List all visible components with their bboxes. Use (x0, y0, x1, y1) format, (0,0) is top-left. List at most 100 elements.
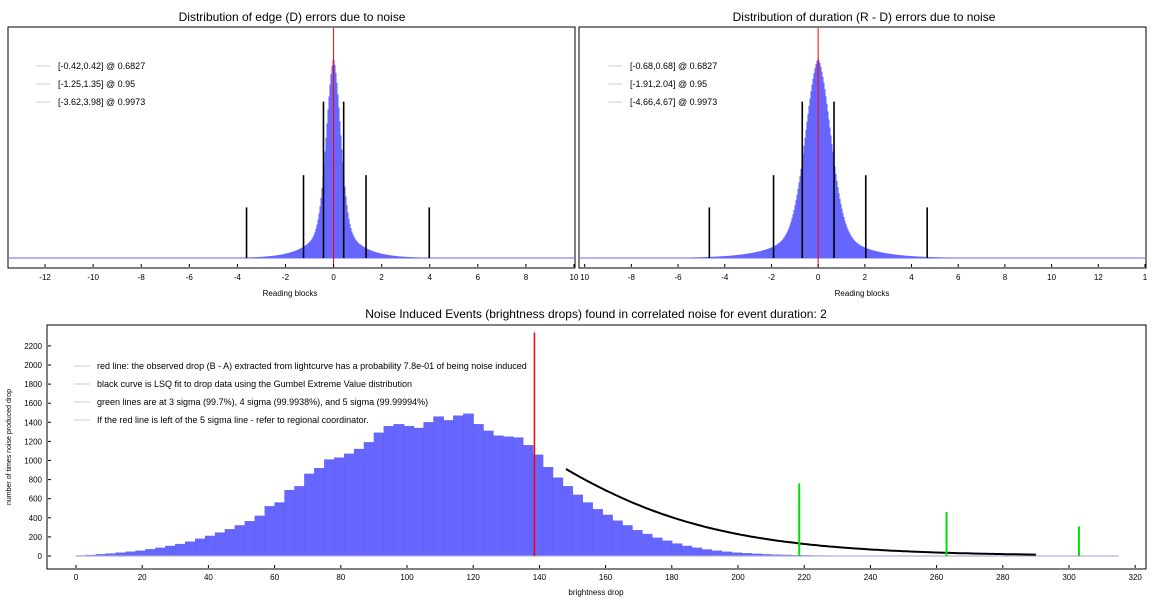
hist-bin (562, 486, 574, 557)
hist-bin (383, 425, 395, 557)
y-tick-label: 1200 (24, 437, 42, 446)
noise-y-ticks: 0 200 400 600 800 1000 1200 1400 1600 1800 2000 220… (24, 342, 51, 561)
y-tick-label: 2200 (24, 342, 42, 351)
edge-legend: [-0.42,0.42] @ 0.6827 [-1.25,1.35] @ 0.9… (36, 61, 145, 107)
hist-bin (492, 435, 504, 557)
x-tick-label: 10 (570, 273, 579, 282)
x-tick-label: -8 (138, 273, 146, 282)
y-tick-label: 800 (29, 476, 43, 485)
x-tick-label: 320 (1129, 573, 1143, 582)
x-tick-label: 300 (1062, 573, 1076, 582)
hist-bin (155, 547, 166, 557)
noise-x-axis-label: brightness drop (568, 588, 624, 597)
hist-bin (373, 432, 385, 557)
hist-bin (393, 424, 405, 557)
hist-bin (254, 515, 266, 557)
duration-legend-item-3: [-4.66,4.67] @ 0.9973 (630, 97, 717, 107)
hist-bin (473, 424, 484, 557)
x-tick-label: -12 (39, 273, 51, 282)
hist-bin (204, 535, 216, 557)
hist-bin (224, 529, 236, 557)
duration-x-axis-label: Reading blocks (835, 289, 890, 298)
hist-bin (463, 413, 474, 557)
duration-chart-title: Distribution of duration (R - D) errors … (733, 10, 996, 24)
y-tick-label: 0 (38, 552, 43, 561)
duration-plot-frame (578, 26, 1147, 269)
edge-legend-item-2: [-1.25,1.35] @ 0.95 (58, 79, 135, 89)
hist-bin (542, 467, 554, 557)
hist-bin (413, 427, 425, 557)
x-tick-label: 100 (400, 573, 414, 582)
hist-bin (721, 551, 732, 557)
hist-bin (264, 506, 276, 557)
hist-bin (234, 525, 246, 557)
duration-legend: [-0.68,0.68] @ 0.6827 [-1.91,2.04] @ 0.9… (608, 61, 717, 107)
hist-bin (195, 538, 206, 557)
x-tick-label: 10 (1047, 273, 1056, 282)
y-tick-label: 2000 (24, 361, 42, 370)
hist-bin (453, 415, 464, 557)
hist-bin (433, 416, 444, 557)
x-tick-label: -8 (628, 273, 636, 282)
duration-legend-item-2: [-1.91,2.04] @ 0.95 (630, 79, 707, 89)
y-tick-label: 1800 (24, 380, 42, 389)
duration-x-ticks: 10 -8 -6 -4 -2 0 2 4 6 8 10 12 1 (580, 264, 1148, 282)
noise-legend-item-3: green lines are at 3 sigma (99.7%), 4 si… (97, 397, 428, 407)
x-tick-label: 6 (956, 273, 961, 282)
x-tick-label: -4 (721, 273, 729, 282)
x-tick-label: 200 (731, 573, 745, 582)
edge-histogram (9, 59, 574, 259)
x-tick-label: 220 (798, 573, 812, 582)
noise-chart-title: Noise Induced Events (brightness drops) … (365, 307, 827, 321)
gumbel-fit-curve (565, 468, 1036, 556)
edge-plot-frame (7, 26, 576, 269)
duration-error-panel: Distribution of duration (R - D) errors … (578, 10, 1148, 298)
x-tick-label: 260 (930, 573, 944, 582)
x-tick-label: -4 (234, 273, 242, 282)
edge-error-panel: Distribution of edge (D) errors due to n… (7, 10, 579, 298)
x-tick-label: 140 (533, 573, 547, 582)
hist-bin (671, 543, 683, 557)
hist-bin (145, 549, 156, 557)
hist-bin (324, 459, 335, 557)
x-tick-label: 8 (1003, 273, 1008, 282)
hist-bin (423, 422, 435, 557)
x-tick-label: -2 (282, 273, 290, 282)
hist-bin (631, 530, 643, 557)
hist-bin (512, 437, 524, 557)
noise-legend-item-1: red line: the observed drop (B - A) extr… (97, 361, 527, 371)
duration-sigma-bars (708, 28, 928, 268)
noise-legend: red line: the observed drop (B - A) extr… (74, 361, 527, 425)
edge-sigma-bars (245, 28, 431, 268)
x-tick-label: 1 (1143, 273, 1148, 282)
hist-bin (701, 549, 713, 557)
x-tick-label: 40 (204, 573, 213, 582)
y-tick-label: 1400 (24, 418, 42, 427)
hist-bin (612, 520, 623, 557)
x-tick-label: 120 (467, 573, 481, 582)
hist-bin (681, 545, 693, 557)
x-tick-label: 6 (476, 273, 481, 282)
hist-bin (592, 509, 603, 557)
hist-bin (343, 453, 355, 557)
hist-bin (334, 457, 345, 557)
edge-legend-item-3: [-3.62,3.98] @ 0.9973 (58, 97, 145, 107)
hist-bin (641, 533, 653, 557)
hist-bin (363, 442, 375, 557)
noise-y-axis-label: number of times noise produced drop (6, 389, 13, 505)
x-tick-label: 20 (138, 573, 147, 582)
hist-bin (651, 537, 663, 557)
hist-bin (661, 540, 673, 557)
x-tick-label: 180 (665, 573, 679, 582)
x-tick-label: 80 (336, 573, 345, 582)
noise-events-panel: Noise Induced Events (brightness drops) … (6, 307, 1147, 597)
hist-bin (582, 502, 593, 557)
hist-bin (274, 502, 286, 557)
hist-bin (125, 551, 137, 557)
hist-bin (294, 486, 305, 557)
x-tick-label: 280 (996, 573, 1010, 582)
noise-plot-frame (46, 324, 1147, 570)
x-tick-label: 0 (74, 573, 79, 582)
hist-bin (314, 467, 325, 557)
